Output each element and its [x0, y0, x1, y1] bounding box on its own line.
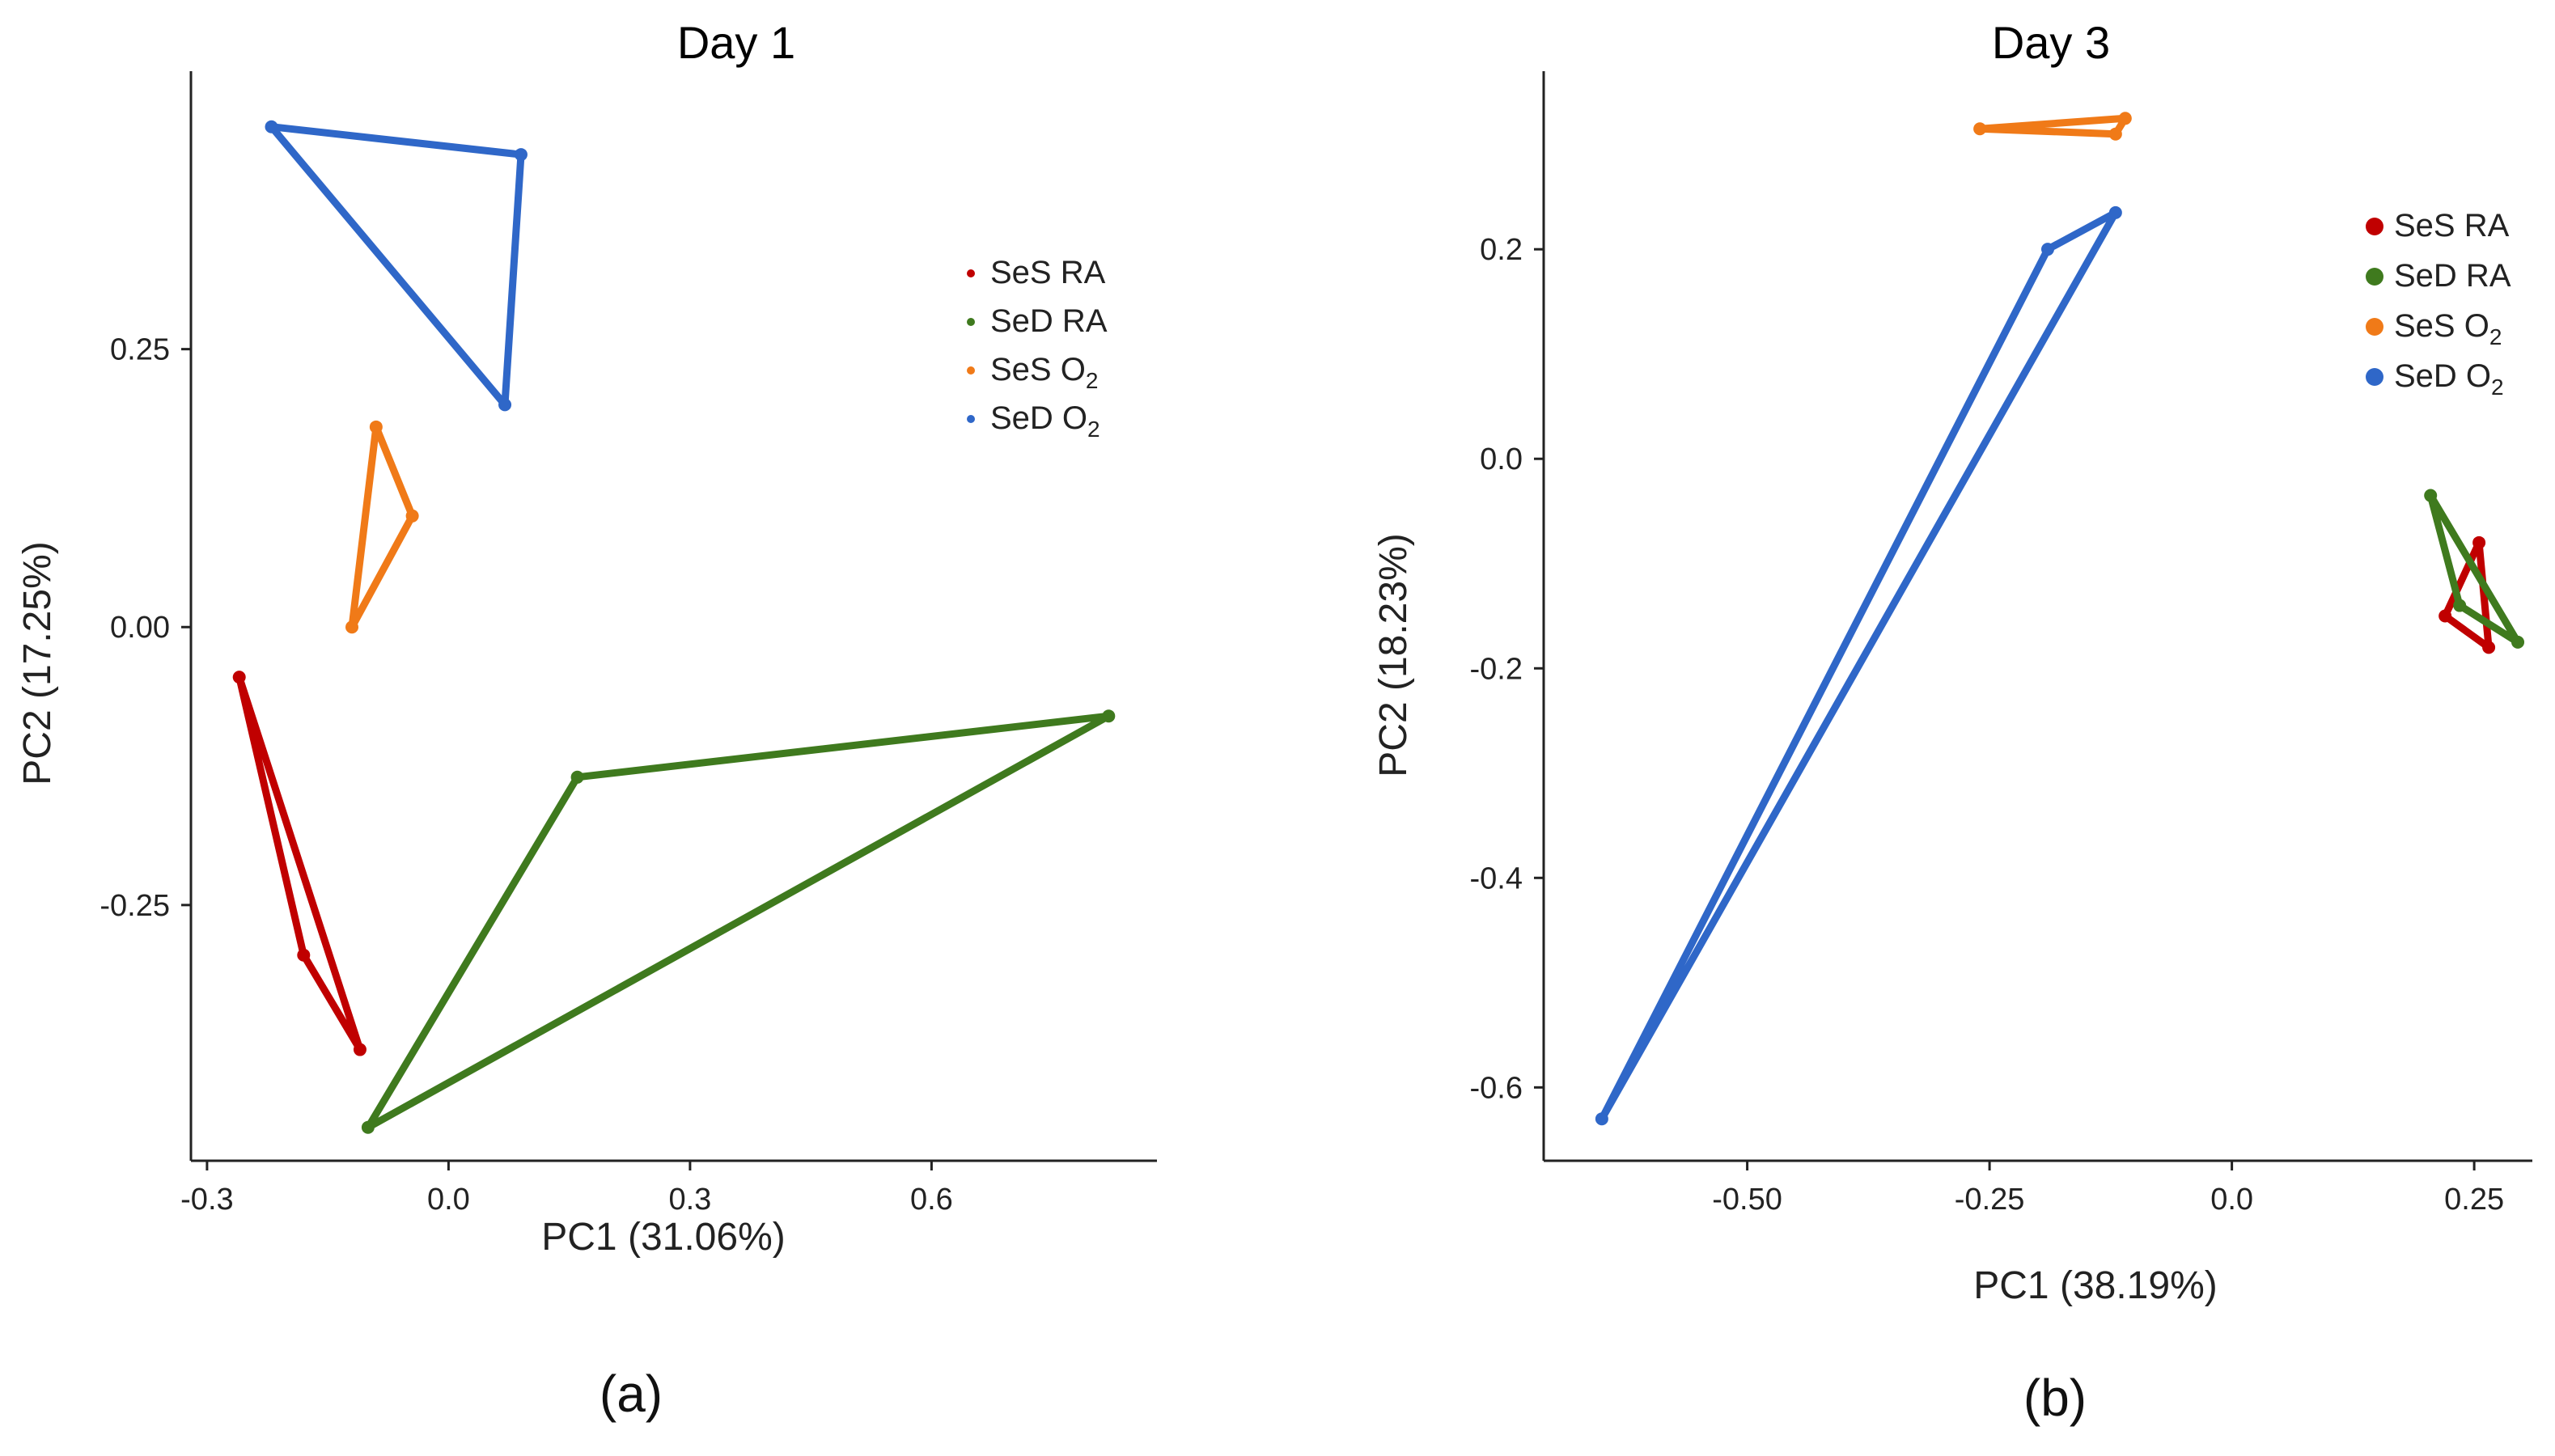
y-tick-label: -0.4 — [1470, 861, 1523, 895]
y-axis-title: PC2 (17.25%) — [16, 541, 59, 785]
y-axis-title: PC2 (18.23%) — [1372, 533, 1415, 777]
hull-sed-o2 — [1598, 209, 2120, 1123]
legend-label: SeS O2 — [990, 352, 1098, 393]
x-tick-label: -0.50 — [1712, 1183, 1782, 1217]
point-sed-ra — [1102, 709, 1116, 723]
x-tick-label: 0.3 — [668, 1183, 711, 1217]
legend-marker — [967, 366, 975, 375]
legend-label: SeD O2 — [2394, 358, 2504, 400]
y-ticks: 0.2 0.0 -0.2 -0.4 -0.6 — [1470, 233, 1544, 1105]
panel-label: (a) — [600, 1365, 663, 1423]
legend-label: SeS RA — [2394, 208, 2510, 243]
legend-marker — [967, 269, 975, 277]
legend-label-main: SeS RA — [990, 255, 1106, 290]
x-tick-label: -0.25 — [1955, 1183, 2025, 1217]
point-ses-o2 — [2118, 112, 2132, 125]
point-ses-ra — [2472, 535, 2486, 549]
point-ses-ra — [2482, 641, 2496, 654]
point-ses-o2 — [405, 509, 419, 523]
point-sed-o2 — [265, 120, 278, 133]
point-ses-o2 — [369, 420, 383, 434]
x-tick-label: 0.25 — [2444, 1183, 2504, 1217]
y-tick-label: -0.25 — [100, 889, 170, 923]
legend-label-subscript: 2 — [1086, 368, 1099, 393]
series-hulls — [232, 120, 1116, 1134]
legend-label-main: SeS O — [990, 352, 1086, 387]
y-ticks: 0.25 0.00 -0.25 — [100, 333, 191, 923]
hull-ses-o2 — [1976, 114, 2129, 138]
legend-label: SeD RA — [2394, 258, 2511, 294]
legend-label-main: SeD O — [2394, 358, 2491, 394]
legend-marker — [2366, 268, 2383, 286]
chart-title: Day 3 — [1992, 17, 2110, 68]
series-hulls — [1595, 112, 2525, 1126]
y-tick-label: 0.0 — [1480, 442, 1523, 476]
point-sed-o2 — [2108, 205, 2122, 219]
x-tick-label: 0.6 — [910, 1183, 953, 1217]
x-ticks: -0.3 0.0 0.3 0.6 — [180, 1161, 953, 1217]
legend-label-main: SeS RA — [2394, 208, 2510, 243]
hull-sed-ra — [2426, 492, 2522, 646]
x-tick-label: -0.3 — [180, 1183, 233, 1217]
legend-label-main: SeD RA — [990, 303, 1108, 339]
x-axis-title: PC1 (31.06%) — [541, 1216, 785, 1259]
point-ses-ra — [232, 671, 246, 684]
x-tick-label: 0.0 — [2210, 1183, 2253, 1217]
legend-label-main: SeD RA — [2394, 258, 2511, 294]
point-ses-o2 — [1973, 122, 1987, 136]
panel-day-1: Day 1 -0.3 0.0 0.3 0.6 0.25 0.00 -0.25 PC1 (3… — [16, 17, 1157, 1423]
y-tick-label: -0.2 — [1470, 652, 1523, 686]
hull-ses-ra — [2441, 539, 2493, 651]
point-sed-o2 — [498, 398, 512, 412]
legend-label-subscript: 2 — [2491, 375, 2504, 400]
point-sed-o2 — [514, 148, 528, 162]
point-sed-ra — [2453, 599, 2467, 612]
legend-label: SeS O2 — [2394, 308, 2502, 349]
legend-marker — [2366, 368, 2383, 386]
panel-label: (b) — [2023, 1369, 2087, 1427]
legend-label-subscript: 2 — [2489, 324, 2502, 349]
legend-label: SeS RA — [990, 255, 1106, 290]
hull-ses-o2 — [348, 423, 417, 631]
x-ticks: -0.50 -0.25 0.0 0.25 — [1712, 1161, 2504, 1217]
hull-ses-ra — [235, 673, 364, 1054]
point-ses-o2 — [2108, 127, 2122, 141]
panel-day-3: Day 3 -0.50 -0.25 0.0 0.25 0.2 0.0 -0.2 -0.4 -0… — [1372, 17, 2532, 1427]
point-ses-o2 — [345, 620, 358, 634]
point-ses-ra — [2438, 609, 2452, 623]
legend-label-main: SeS O — [2394, 308, 2489, 344]
y-tick-label: 0.25 — [110, 333, 170, 367]
point-sed-ra — [2424, 489, 2438, 502]
x-tick-label: 0.0 — [427, 1183, 470, 1217]
legend-label: SeD O2 — [990, 400, 1100, 442]
legend-marker — [967, 415, 975, 423]
point-ses-ra — [353, 1043, 367, 1056]
point-sed-o2 — [2040, 243, 2054, 256]
hull-sed-o2 — [268, 123, 525, 408]
y-tick-label: 0.00 — [110, 611, 170, 645]
legend-label-subscript: 2 — [1087, 417, 1100, 442]
legend-marker — [2366, 318, 2383, 336]
hull-sed-ra — [364, 712, 1112, 1132]
legend-label-main: SeD O — [990, 400, 1087, 436]
legend-marker — [967, 318, 975, 326]
y-tick-label: -0.6 — [1470, 1071, 1523, 1105]
point-ses-ra — [297, 948, 311, 962]
y-tick-label: 0.2 — [1480, 233, 1523, 267]
chart-title: Day 1 — [677, 17, 795, 68]
point-sed-ra — [2511, 635, 2525, 649]
point-sed-ra — [570, 770, 584, 784]
point-sed-o2 — [1595, 1112, 1608, 1126]
x-axis-title: PC1 (38.19%) — [1973, 1264, 2217, 1307]
point-sed-ra — [361, 1120, 375, 1134]
legend-label: SeD RA — [990, 303, 1108, 339]
legend-marker — [2366, 218, 2383, 235]
